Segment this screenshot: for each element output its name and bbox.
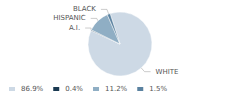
svg-text:A.I.: A.I. <box>69 24 80 32</box>
svg-text:BLACK: BLACK <box>73 5 96 13</box>
svg-text:HISPANIC: HISPANIC <box>53 14 86 22</box>
svg-text:1.5%: 1.5% <box>149 85 167 93</box>
svg-text:11.2%: 11.2% <box>105 85 128 93</box>
svg-text:WHITE: WHITE <box>156 68 179 76</box>
svg-text:0.4%: 0.4% <box>65 85 83 93</box>
svg-text:86.9%: 86.9% <box>21 85 44 93</box>
